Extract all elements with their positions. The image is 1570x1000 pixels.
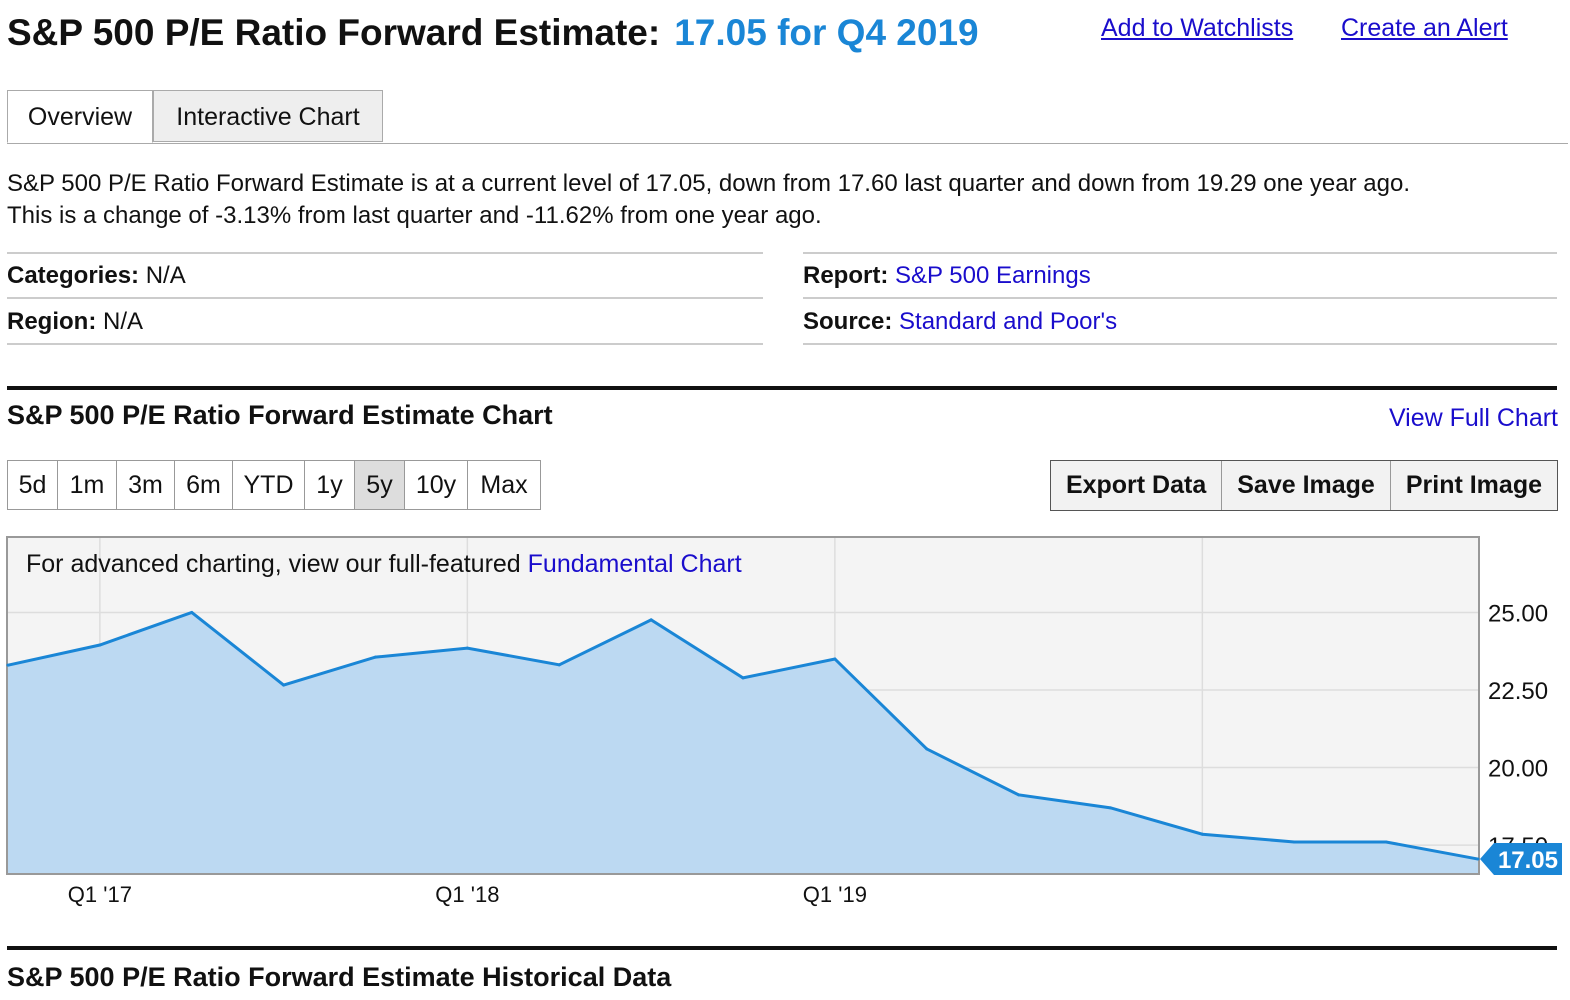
view-full-chart-link[interactable]: View Full Chart: [1388, 404, 1558, 432]
x-tick-label: Q1 '19: [803, 882, 867, 907]
page-title: S&P 500 P/E Ratio Forward Estimate: 17.05…: [7, 12, 979, 54]
data-point: [1384, 840, 1388, 844]
data-point: [1109, 806, 1112, 810]
report-row: Report: S&P 500 Earnings: [803, 262, 1091, 290]
x-axis-labels: Q1 '17 Q1 '18 Q1 '19: [68, 882, 867, 907]
data-point: [374, 655, 377, 659]
historical-data-heading: S&P 500 P/E Ratio Forward Estimate Histo…: [7, 962, 672, 992]
range-5d-button[interactable]: 5d: [8, 461, 58, 509]
pe-ratio-chart[interactable]: For advanced charting, view our full-fea…: [0, 530, 1570, 920]
data-points: [6, 610, 1480, 861]
source-row: Source: Standard and Poor's: [803, 308, 1117, 336]
region-label: Region:: [7, 308, 97, 335]
divider: [803, 343, 1557, 345]
x-tick-label: Q1 '18: [435, 882, 499, 907]
promo-text: For advanced charting, view our full-fea…: [26, 550, 742, 578]
summary-line-2: This is a change of -3.13% from last qua…: [7, 202, 822, 229]
source-link[interactable]: Standard and Poor's: [899, 308, 1118, 335]
data-point: [649, 618, 653, 622]
y-tick-label: 22.50: [1488, 678, 1548, 705]
range-1y-button[interactable]: 1y: [305, 461, 355, 509]
categories-row: Categories: N/A: [7, 262, 186, 290]
divider: [7, 343, 763, 345]
range-1m-button[interactable]: 1m: [58, 461, 117, 509]
data-point: [190, 610, 194, 614]
tab-overview[interactable]: Overview: [7, 90, 153, 143]
data-point: [282, 683, 286, 687]
divider: [7, 252, 763, 254]
categories-label: Categories:: [7, 262, 140, 289]
title-value: 17.05 for Q4 2019: [674, 12, 979, 53]
data-point: [741, 676, 745, 680]
range-selector: 5d 1m 3m 6m YTD 1y 5y 10y Max: [7, 460, 541, 510]
tab-bar: Overview Interactive Chart: [7, 90, 1568, 144]
region-value: N/A: [103, 308, 144, 335]
report-label: Report:: [803, 262, 889, 289]
title-text: S&P 500 P/E Ratio Forward Estimate:: [7, 12, 661, 53]
range-3m-button[interactable]: 3m: [117, 461, 175, 509]
range-5y-button[interactable]: 5y: [355, 461, 405, 509]
source-label: Source:: [803, 308, 893, 335]
export-data-button[interactable]: Export Data: [1050, 461, 1223, 510]
chart-heading: S&P 500 P/E Ratio Forward Estimate Chart: [7, 400, 553, 430]
data-point: [833, 657, 837, 661]
section-rule: [7, 946, 1557, 950]
summary-line-1: S&P 500 P/E Ratio Forward Estimate is at…: [7, 170, 1410, 197]
range-6m-button[interactable]: 6m: [175, 461, 233, 509]
data-point: [1292, 840, 1296, 844]
tab-interactive-chart[interactable]: Interactive Chart: [153, 90, 383, 142]
data-point: [1017, 793, 1021, 797]
range-max-button[interactable]: Max: [468, 461, 540, 509]
save-image-button[interactable]: Save Image: [1222, 461, 1391, 510]
range-ytd-button[interactable]: YTD: [233, 461, 305, 509]
print-image-button[interactable]: Print Image: [1390, 461, 1557, 510]
data-point: [1200, 832, 1204, 836]
summary: S&P 500 P/E Ratio Forward Estimate is at…: [7, 168, 1567, 232]
add-to-watchlists-link[interactable]: Add to Watchlists: [1101, 14, 1294, 42]
divider: [803, 297, 1557, 299]
region-row: Region: N/A: [7, 308, 143, 336]
data-point: [465, 646, 469, 650]
data-point: [6, 663, 10, 667]
current-value-tag: 17.05: [1480, 843, 1562, 876]
report-link[interactable]: S&P 500 Earnings: [895, 262, 1091, 289]
chart-actions: Export Data Save Image Print Image: [1049, 460, 1558, 511]
data-point: [1476, 857, 1480, 861]
divider: [803, 252, 1557, 254]
x-tick-label: Q1 '17: [68, 882, 132, 907]
divider: [7, 297, 763, 299]
section-rule: [7, 386, 1557, 390]
categories-value: N/A: [145, 262, 186, 289]
y-tick-label: 25.00: [1488, 600, 1548, 627]
create-alert-link[interactable]: Create an Alert: [1341, 14, 1508, 42]
fundamental-chart-link[interactable]: Fundamental Chart: [528, 550, 742, 578]
data-point: [557, 663, 561, 667]
y-tick-label: 20.00: [1488, 756, 1548, 783]
current-value-label: 17.05: [1498, 847, 1558, 874]
data-point: [925, 747, 929, 751]
current-value-tag-shape: [1480, 843, 1562, 876]
range-10y-button[interactable]: 10y: [405, 461, 468, 509]
data-point: [98, 643, 102, 647]
